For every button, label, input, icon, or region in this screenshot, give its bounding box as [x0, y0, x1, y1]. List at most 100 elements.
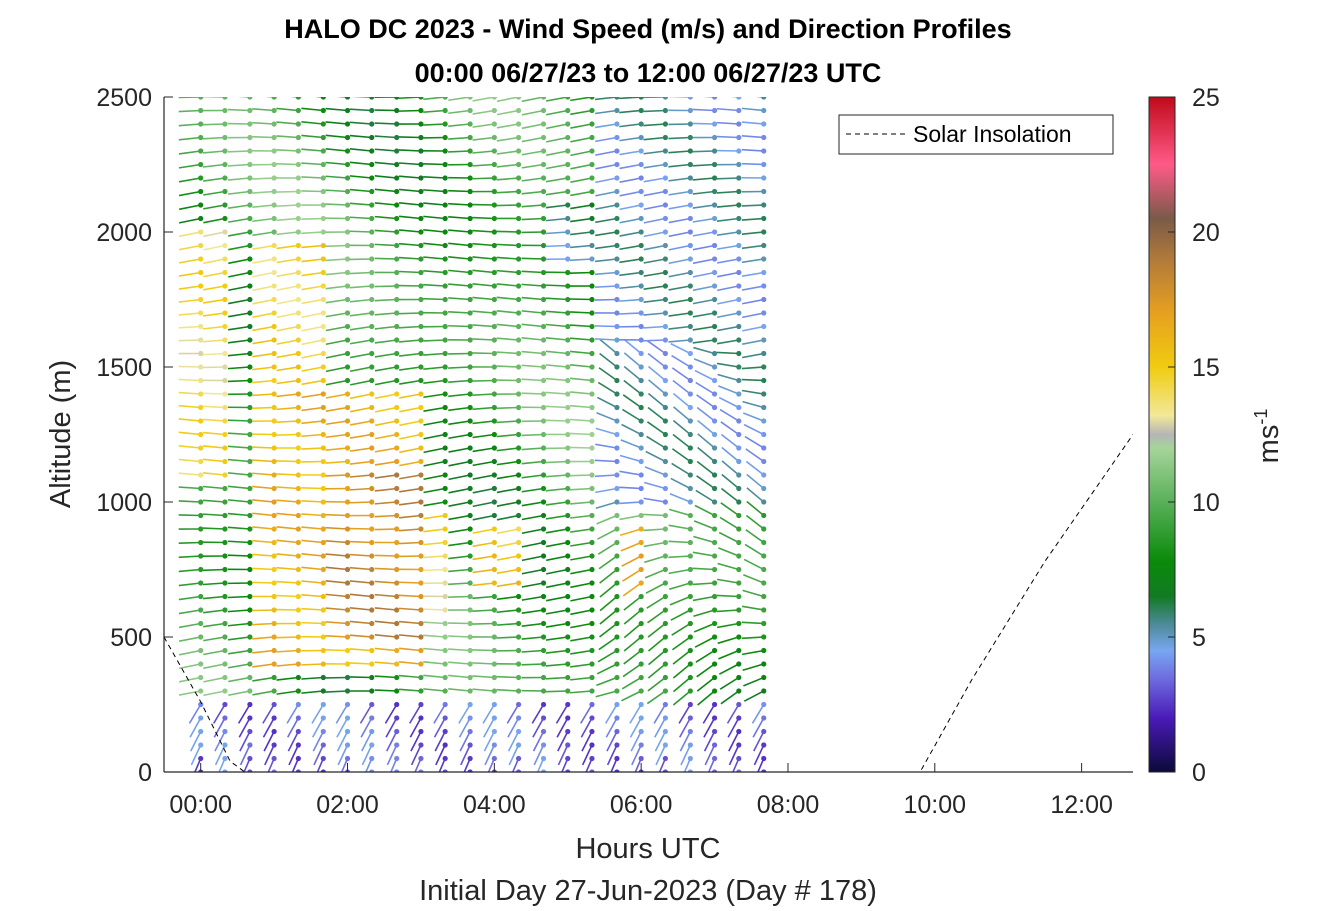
- wind-barb-point: [295, 769, 301, 772]
- wind-barb-point: [247, 107, 253, 114]
- wind-barb-shaft: [398, 661, 422, 665]
- wind-barb-shaft: [374, 175, 397, 179]
- wind-barb-point: [467, 580, 473, 586]
- wind-barb-shaft: [386, 731, 398, 752]
- wind-barb-point: [295, 377, 301, 384]
- wind-barb-shaft: [742, 312, 764, 319]
- wind-barb-shaft: [349, 202, 372, 206]
- wind-barb-point: [344, 688, 351, 694]
- wind-barb-point: [491, 607, 497, 613]
- wind-barb-point: [418, 445, 424, 451]
- wind-barb-shaft: [597, 649, 618, 663]
- wind-barb-point: [638, 283, 644, 289]
- wind-barb-shaft: [203, 231, 226, 238]
- wind-barb-shaft: [301, 663, 324, 666]
- wind-barb-point: [638, 404, 644, 411]
- wind-barb-point: [418, 350, 424, 357]
- wind-barb-point: [344, 404, 351, 411]
- wind-barb-point: [247, 607, 253, 613]
- wind-barb-point: [761, 472, 767, 478]
- wind-barb-point: [687, 593, 693, 600]
- wind-barb-shaft: [496, 541, 519, 548]
- wind-barb-point: [344, 701, 351, 708]
- wind-barb-point: [222, 107, 228, 114]
- wind-barb-point: [491, 580, 497, 586]
- wind-barb-point: [467, 728, 473, 735]
- wind-barb-point: [198, 364, 204, 370]
- wind-barb-shaft: [743, 690, 765, 702]
- wind-barb-shaft: [384, 704, 398, 724]
- wind-barb-point: [614, 661, 620, 667]
- wind-barb-point: [320, 364, 326, 370]
- wind-barb-shaft: [671, 367, 691, 382]
- wind-barb-point: [394, 121, 400, 127]
- wind-barb-point: [467, 323, 473, 330]
- wind-barb-point: [662, 364, 668, 370]
- wind-barb-shaft: [472, 649, 495, 652]
- wind-barb-shaft: [374, 487, 397, 492]
- wind-barb-shaft: [703, 717, 716, 738]
- wind-barb-point: [320, 161, 326, 168]
- wind-barb-shaft: [374, 312, 397, 316]
- wind-barb-point: [589, 107, 595, 114]
- wind-barb-point: [271, 755, 277, 762]
- wind-barb-shaft: [570, 595, 593, 602]
- wind-barb-shaft: [521, 323, 544, 328]
- wind-barb-point: [394, 256, 400, 262]
- wind-barb-point: [711, 458, 718, 465]
- wind-barb-shaft: [646, 690, 666, 705]
- wind-barb-shaft: [717, 622, 739, 629]
- wind-barb-point: [638, 418, 644, 424]
- wind-barb-point: [394, 242, 400, 249]
- wind-barb-point: [687, 188, 693, 195]
- wind-barb-point: [369, 97, 375, 100]
- wind-barb-shaft: [671, 462, 691, 476]
- wind-barb-shaft: [751, 704, 765, 724]
- wind-barb-point: [687, 674, 693, 681]
- wind-barb-shaft: [496, 97, 519, 103]
- wind-barb-point: [711, 742, 718, 748]
- wind-barb-point: [761, 215, 767, 222]
- wind-barb-shaft: [521, 474, 544, 479]
- wind-barb-point: [540, 97, 547, 100]
- wind-barb-shaft: [286, 704, 300, 724]
- wind-barb-shaft: [647, 663, 666, 679]
- wind-barb-point: [271, 499, 277, 505]
- wind-barb-shaft: [349, 230, 372, 233]
- wind-barb-point: [344, 431, 351, 438]
- wind-barb-shaft: [694, 504, 715, 517]
- wind-barb-point: [711, 323, 718, 330]
- wind-barb-shaft: [483, 731, 496, 752]
- wind-barb-shaft: [619, 528, 642, 537]
- wind-barb-point: [687, 404, 693, 411]
- wind-barb-point: [369, 134, 375, 141]
- wind-barb-point: [736, 620, 742, 627]
- wind-barb-point: [418, 377, 424, 384]
- wind-barb-point: [271, 688, 277, 694]
- wind-barb-point: [565, 512, 571, 519]
- wind-barb-point: [271, 553, 277, 559]
- wind-barb-point: [442, 175, 448, 181]
- wind-barb-shaft: [645, 582, 666, 594]
- wind-barb-point: [222, 350, 228, 357]
- wind-barb-point: [662, 715, 668, 721]
- wind-barb-shaft: [704, 744, 716, 766]
- wind-barb-shaft: [745, 514, 765, 530]
- wind-barb-shaft: [448, 528, 471, 534]
- wind-barb-point: [271, 242, 277, 249]
- wind-barb-shaft: [448, 283, 471, 287]
- wind-barb-point: [491, 674, 497, 681]
- wind-barb-point: [418, 161, 424, 168]
- wind-barb-shaft: [472, 528, 495, 534]
- wind-barb-shaft: [325, 648, 348, 652]
- wind-barb-point: [222, 229, 228, 235]
- wind-barb-point: [589, 647, 595, 654]
- wind-barb-point: [491, 418, 497, 424]
- wind-barb-point: [540, 121, 547, 127]
- wind-barb-shaft: [203, 663, 226, 670]
- solar-insolation-layer: [164, 434, 1133, 772]
- wind-barb-point: [442, 472, 448, 478]
- wind-barb-shaft: [484, 744, 496, 766]
- wind-barb-shaft: [238, 717, 251, 738]
- wind-barb-point: [687, 620, 693, 627]
